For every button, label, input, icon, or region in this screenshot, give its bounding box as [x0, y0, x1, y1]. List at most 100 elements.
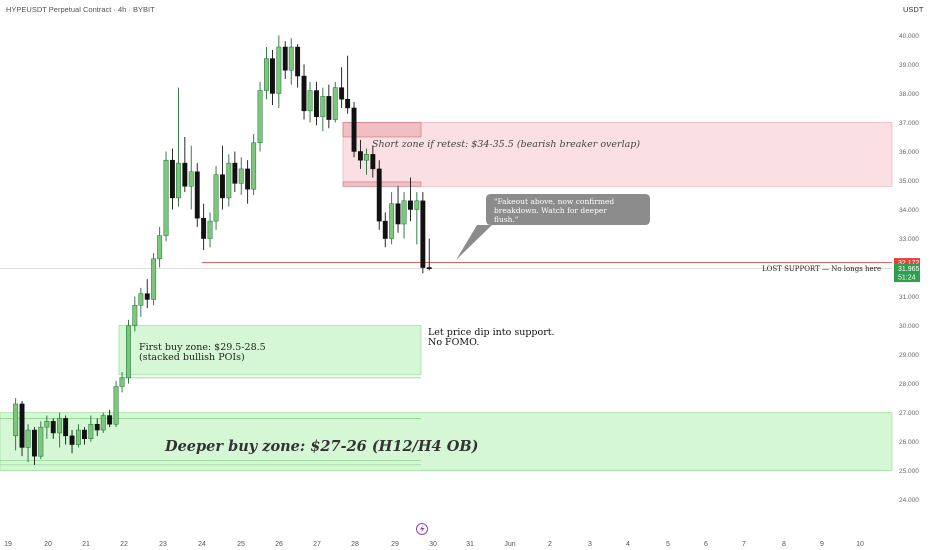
candle: [382, 212, 388, 248]
deeper-buy-zone-label: Deeper buy zone: $27-26 (H12/H4 OB): [164, 438, 478, 455]
candle: [313, 81, 319, 126]
short-zone-label: Short zone if retest: $34-35.5 (bearish …: [372, 139, 640, 150]
y-tick-label: 33.000: [899, 236, 919, 243]
candle: [376, 160, 382, 230]
deeper-buy-zone: [0, 412, 893, 471]
x-tick-label: 27: [313, 541, 321, 548]
candle-body: [132, 305, 138, 326]
candle: [163, 151, 169, 242]
candle: [232, 151, 238, 193]
candle-body: [169, 159, 175, 199]
candle-body: [426, 267, 432, 269]
candle: [389, 192, 395, 245]
candle-body: [351, 107, 357, 152]
candle: [276, 35, 282, 108]
candle: [219, 145, 225, 210]
breaker-top-box: [342, 122, 422, 138]
candle: [113, 380, 119, 428]
candle-body: [57, 418, 63, 434]
candle-body: [13, 403, 19, 437]
last-price-tag: 31.965 51:24: [894, 264, 920, 283]
candle-body: [420, 200, 426, 268]
candle: [345, 55, 351, 114]
y-tick-label: 29.000: [899, 352, 919, 359]
candle-body: [207, 220, 213, 239]
candle-body: [31, 429, 37, 457]
candle: [357, 139, 363, 169]
candle-body: [94, 423, 100, 431]
candle-body: [307, 90, 313, 112]
candle: [69, 430, 75, 454]
candle-body: [125, 325, 131, 379]
candle: [351, 102, 357, 158]
x-tick-label: 10: [856, 541, 864, 548]
candle: [151, 253, 157, 306]
y-tick-label: 40.000: [899, 33, 919, 40]
candle-body: [357, 151, 363, 161]
candle: [301, 64, 307, 120]
candle-body: [113, 386, 119, 425]
callout-line-3: flush.": [494, 215, 518, 224]
candle: [420, 192, 426, 274]
x-tick-label: 6: [704, 541, 708, 548]
candle: [100, 412, 106, 433]
candle: [288, 38, 294, 85]
candle-body: [188, 171, 194, 187]
candle: [251, 134, 257, 196]
support-price-tag: 32.172: [894, 258, 920, 268]
candle: [169, 148, 175, 210]
candle-body: [326, 96, 332, 120]
candle: [238, 157, 244, 196]
candle: [245, 160, 251, 204]
candle: [125, 319, 131, 384]
candle: [157, 226, 163, 268]
candle: [201, 203, 207, 251]
candle-body: [295, 46, 301, 77]
x-tick-label: 30: [429, 541, 437, 548]
candle-body: [163, 159, 169, 236]
x-tick-label: 19: [4, 541, 12, 548]
candle-body: [276, 46, 282, 94]
x-tick-label: Jun: [504, 541, 515, 548]
candle-body: [251, 142, 257, 190]
candle-body: [313, 90, 319, 117]
candle-body: [175, 162, 181, 199]
callout-line-2: breakdown. Watch for deeper: [494, 206, 607, 215]
candle-body: [370, 154, 376, 170]
candle-body: [69, 435, 75, 445]
candle: [119, 372, 125, 393]
y-tick-label: 39.000: [899, 62, 919, 69]
x-tick-label: 21: [82, 541, 90, 548]
candle: [263, 47, 269, 100]
candle: [63, 415, 69, 445]
candle-body: [332, 87, 338, 120]
candle-body: [238, 168, 244, 184]
candle: [107, 409, 113, 428]
candle: [257, 81, 263, 152]
candle-body: [25, 429, 31, 448]
candle: [426, 238, 432, 271]
candle: [295, 44, 301, 88]
y-tick-label: 36.000: [899, 149, 919, 156]
candle: [226, 154, 232, 207]
candle-body: [232, 162, 238, 184]
y-tick-label: 38.000: [899, 91, 919, 98]
candle-body: [339, 87, 345, 100]
candle-body: [157, 235, 163, 260]
candle: [88, 415, 94, 442]
lightning-icon[interactable]: [416, 523, 428, 535]
candle-body: [50, 421, 56, 434]
candle: [194, 163, 200, 227]
candle-body: [151, 258, 157, 300]
y-tick-label: 35.000: [899, 178, 919, 185]
candle: [339, 67, 345, 108]
x-tick-label: 4: [626, 541, 630, 548]
short-zone: [342, 122, 893, 187]
candle: [307, 81, 313, 123]
x-tick-label: 20: [44, 541, 52, 548]
svg-text:32.172: 32.172: [898, 260, 920, 267]
candle: [75, 424, 81, 448]
candle: [44, 415, 50, 439]
candle: [94, 418, 100, 436]
